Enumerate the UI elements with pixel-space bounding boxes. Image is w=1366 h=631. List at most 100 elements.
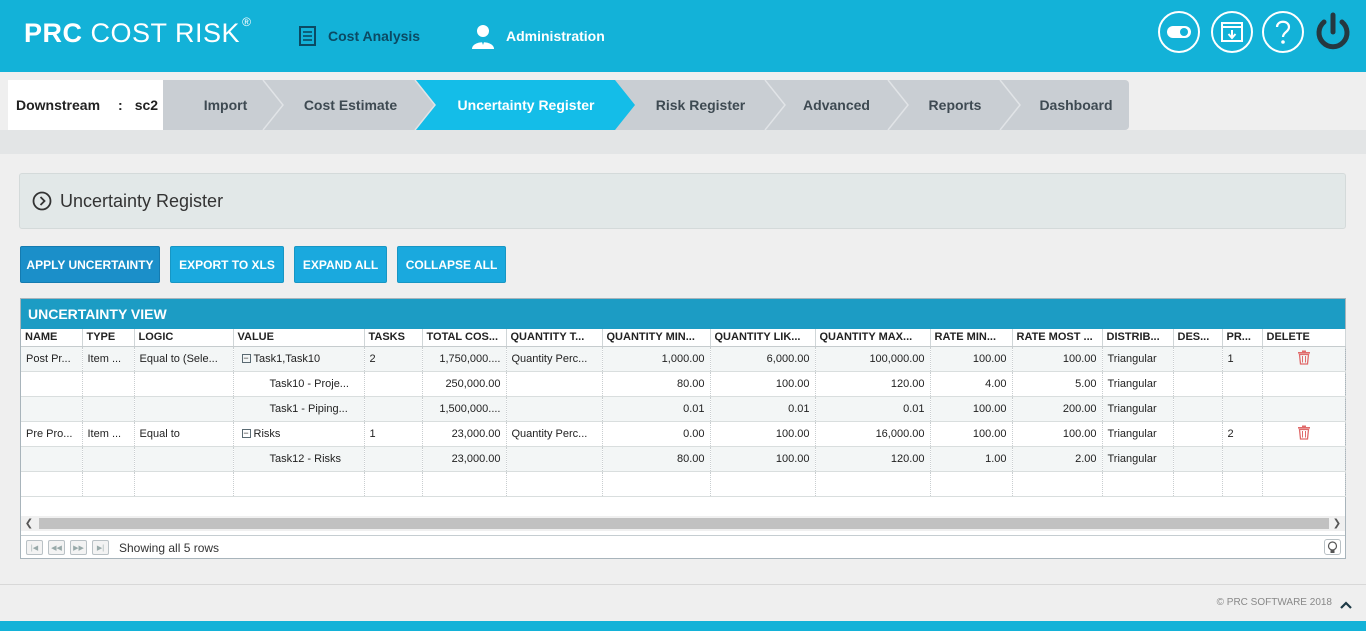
step-import[interactable]: Import: [203, 97, 248, 113]
table-cell[interactable]: Pre Pro...: [21, 421, 83, 447]
table-cell[interactable]: 100.00: [1012, 346, 1103, 372]
collapse-toggle-icon[interactable]: −: [241, 353, 251, 364]
apply-uncertainty-button[interactable]: APPLY UNCERTAINTY: [20, 246, 160, 283]
column-header[interactable]: QUANTITY MIN...: [602, 329, 711, 347]
table-cell[interactable]: [422, 471, 507, 497]
table-cell[interactable]: Equal to: [134, 421, 234, 447]
table-cell[interactable]: 1,750,000....: [422, 346, 507, 372]
table-cell[interactable]: Triangular: [1102, 371, 1174, 397]
table-cell[interactable]: 120.00: [815, 371, 931, 397]
table-cell[interactable]: Equal to (Sele...: [134, 346, 234, 372]
lightbulb-button[interactable]: [1324, 539, 1341, 555]
table-cell[interactable]: 2: [1222, 421, 1263, 447]
table-cell[interactable]: [1262, 371, 1346, 397]
column-header[interactable]: DISTRIB...: [1102, 329, 1174, 347]
table-cell[interactable]: 1,500,000....: [422, 396, 507, 422]
table-cell[interactable]: [1173, 346, 1223, 372]
table-cell[interactable]: [82, 471, 135, 497]
table-cell[interactable]: 100.00: [710, 371, 816, 397]
table-cell[interactable]: [21, 471, 83, 497]
table-cell[interactable]: Item ...: [82, 346, 135, 372]
table-cell[interactable]: [1222, 371, 1263, 397]
logout-button[interactable]: [1312, 11, 1354, 53]
nav-cost-analysis[interactable]: Cost Analysis: [298, 22, 420, 50]
table-row[interactable]: Pre Pro... Item ... Equal to − Risks 1 23,000.…: [21, 421, 1346, 447]
table-cell[interactable]: 16,000.00: [815, 421, 931, 447]
scroll-top-button[interactable]: [1338, 598, 1354, 612]
column-header[interactable]: RATE MIN...: [930, 329, 1013, 347]
table-cell[interactable]: 100.00: [710, 446, 816, 472]
trash-icon[interactable]: [1297, 425, 1311, 440]
table-cell[interactable]: 200.00: [1012, 396, 1103, 422]
last-page-icon[interactable]: ▶|: [92, 540, 109, 555]
table-cell[interactable]: 0.01: [602, 396, 711, 422]
step-dashboard[interactable]: Dashboard: [1039, 97, 1113, 113]
column-header[interactable]: NAME: [21, 329, 83, 347]
table-cell[interactable]: [1262, 421, 1346, 447]
table-cell[interactable]: [602, 471, 711, 497]
nav-administration[interactable]: Administration: [470, 22, 605, 50]
table-cell[interactable]: 250,000.00: [422, 371, 507, 397]
table-cell[interactable]: [710, 471, 816, 497]
table-cell[interactable]: Task1 - Piping...: [233, 396, 365, 422]
table-cell[interactable]: [930, 471, 1013, 497]
table-row[interactable]: Post Pr... Item ... Equal to (Sele... − Task…: [21, 346, 1346, 372]
column-header[interactable]: QUANTITY LIK...: [710, 329, 816, 347]
column-header[interactable]: PR...: [1222, 329, 1263, 347]
table-cell[interactable]: [82, 396, 135, 422]
table-cell[interactable]: Triangular: [1102, 421, 1174, 447]
trash-icon[interactable]: [1297, 350, 1311, 365]
step-cost-estimate[interactable]: Cost Estimate: [303, 97, 398, 113]
table-cell[interactable]: [364, 471, 423, 497]
table-cell[interactable]: 1: [1222, 346, 1263, 372]
help-button[interactable]: [1262, 11, 1304, 53]
step-advanced[interactable]: Advanced: [803, 97, 870, 113]
table-cell[interactable]: [21, 446, 83, 472]
collapse-toggle-icon[interactable]: −: [241, 428, 251, 439]
table-cell[interactable]: [134, 446, 234, 472]
table-cell[interactable]: [1173, 421, 1223, 447]
column-header[interactable]: TYPE: [82, 329, 135, 347]
table-cell[interactable]: [233, 471, 365, 497]
table-cell[interactable]: [134, 396, 234, 422]
table-cell[interactable]: [1012, 471, 1103, 497]
export-xls-button[interactable]: EXPORT TO XLS: [170, 246, 284, 283]
table-row[interactable]: Task10 - Proje... 250,000.00 80.00 100.00 12…: [21, 371, 1346, 397]
table-cell[interactable]: Item ...: [82, 421, 135, 447]
table-cell[interactable]: Triangular: [1102, 446, 1174, 472]
table-cell[interactable]: [1262, 396, 1346, 422]
table-cell[interactable]: [506, 446, 603, 472]
table-cell[interactable]: 100.00: [710, 421, 816, 447]
table-cell[interactable]: [21, 396, 83, 422]
table-cell[interactable]: [506, 371, 603, 397]
expand-all-button[interactable]: EXPAND ALL: [294, 246, 387, 283]
table-cell[interactable]: [82, 371, 135, 397]
collapse-all-button[interactable]: COLLAPSE ALL: [397, 246, 506, 283]
step-uncertainty-register[interactable]: Uncertainty Register: [457, 97, 595, 113]
table-cell[interactable]: [134, 471, 234, 497]
table-cell[interactable]: [1222, 446, 1263, 472]
table-cell[interactable]: [1102, 471, 1174, 497]
column-header[interactable]: TOTAL COS...: [422, 329, 507, 347]
table-cell[interactable]: [1173, 371, 1223, 397]
table-cell[interactable]: [364, 446, 423, 472]
column-header[interactable]: RATE MOST ...: [1012, 329, 1103, 347]
scroll-right-icon[interactable]: ❯: [1332, 518, 1342, 529]
toggle-button[interactable]: [1158, 11, 1200, 53]
table-cell[interactable]: 4.00: [930, 371, 1013, 397]
prev-page-icon[interactable]: ◀◀: [48, 540, 65, 555]
table-cell[interactable]: 2: [364, 346, 423, 372]
table-cell[interactable]: [506, 471, 603, 497]
column-header[interactable]: QUANTITY T...: [506, 329, 603, 347]
horizontal-scrollbar[interactable]: ❮ ❯: [21, 516, 1345, 531]
table-cell[interactable]: 100.00: [930, 346, 1013, 372]
column-header[interactable]: VALUE: [233, 329, 365, 347]
table-cell[interactable]: 100.00: [930, 396, 1013, 422]
panel-header[interactable]: Uncertainty Register: [19, 173, 1346, 229]
table-cell[interactable]: 80.00: [602, 446, 711, 472]
table-cell[interactable]: [21, 371, 83, 397]
table-cell[interactable]: Triangular: [1102, 396, 1174, 422]
table-cell[interactable]: [1262, 446, 1346, 472]
step-risk-register[interactable]: Risk Register: [655, 97, 746, 113]
table-cell[interactable]: 5.00: [1012, 371, 1103, 397]
